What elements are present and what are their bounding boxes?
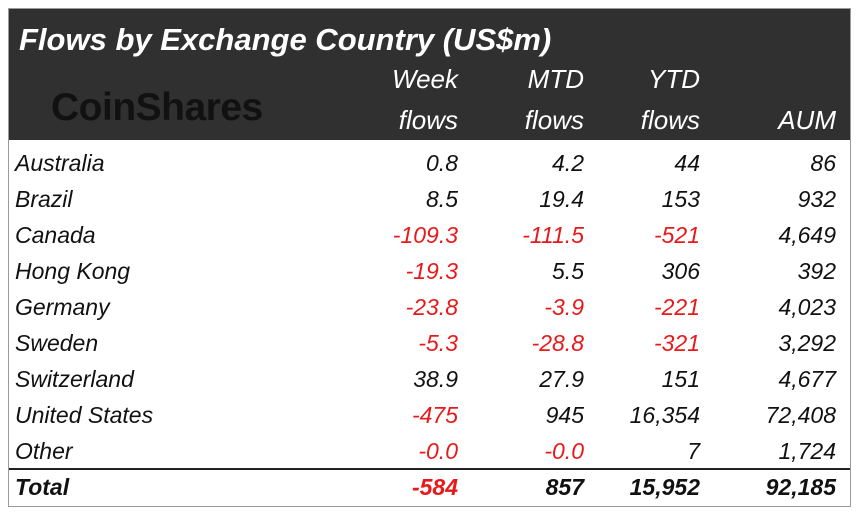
row-mtd-flows: -3.9 xyxy=(544,294,584,320)
table-row: Australia 0.8 4.2 44 86 xyxy=(9,145,850,181)
table-row: Canada -109.3 -111.5 -521 4,649 xyxy=(9,217,850,253)
row-country: Brazil xyxy=(15,186,73,212)
coinshares-logo: CoinShares xyxy=(51,86,263,129)
row-week-flows: 8.5 xyxy=(426,186,458,212)
row-week-flows: -109.3 xyxy=(392,222,458,248)
row-mtd-flows: 19.4 xyxy=(539,186,584,212)
row-aum: 1,724 xyxy=(778,438,836,464)
table-header: Flows by Exchange Country (US$m) CoinSha… xyxy=(9,9,850,140)
table-row: United States -475 945 16,354 72,408 xyxy=(9,397,850,433)
row-mtd-flows: -0.0 xyxy=(544,438,584,464)
col-mtd-header-line2: flows xyxy=(524,105,584,135)
col-week-header-line1: Week xyxy=(392,64,458,94)
row-ytd-flows: 151 xyxy=(661,366,700,392)
row-aum: 86 xyxy=(810,150,836,176)
table-row: Germany -23.8 -3.9 -221 4,023 xyxy=(9,289,850,325)
row-ytd-flows: -221 xyxy=(653,294,700,320)
col-ytd-header-line2: flows xyxy=(640,105,700,135)
flows-table-card: Flows by Exchange Country (US$m) CoinSha… xyxy=(8,8,851,507)
table-row: Switzerland 38.9 27.9 151 4,677 xyxy=(9,361,850,397)
row-country: Germany xyxy=(15,294,110,320)
row-week-flows: -23.8 xyxy=(405,294,458,320)
table-row: Brazil 8.5 19.4 153 932 xyxy=(9,181,850,217)
row-ytd-flows: 44 xyxy=(674,150,700,176)
row-country: Other xyxy=(15,438,73,464)
row-aum: 4,649 xyxy=(778,222,836,248)
table-row: Sweden -5.3 -28.8 -321 3,292 xyxy=(9,325,850,361)
row-aum: 4,023 xyxy=(778,294,836,320)
col-ytd-header-line1: YTD xyxy=(648,64,700,94)
row-country: Sweden xyxy=(15,330,99,356)
row-week-flows: -0.0 xyxy=(418,438,458,464)
row-ytd-flows: 15,952 xyxy=(629,474,700,500)
table-title: Flows by Exchange Country (US$m) xyxy=(19,22,552,57)
row-country: Hong Kong xyxy=(15,258,131,284)
row-aum: 392 xyxy=(797,258,836,284)
row-week-flows: -5.3 xyxy=(418,330,458,356)
row-aum: 3,292 xyxy=(778,330,836,356)
table-row-total: Total -584 857 15,952 92,185 xyxy=(9,469,850,505)
row-ytd-flows: 16,354 xyxy=(629,402,700,428)
table-row: Other -0.0 -0.0 7 1,724 xyxy=(9,433,850,469)
row-ytd-flows: -521 xyxy=(653,222,700,248)
row-ytd-flows: 153 xyxy=(661,186,700,212)
row-mtd-flows: 4.2 xyxy=(552,150,584,176)
table-row: Hong Kong -19.3 5.5 306 392 xyxy=(9,253,850,289)
row-mtd-flows: -28.8 xyxy=(531,330,584,356)
row-ytd-flows: 306 xyxy=(661,258,700,284)
row-week-flows: -584 xyxy=(411,474,458,500)
col-week-header-line2: flows xyxy=(398,105,458,135)
row-aum: 72,408 xyxy=(765,402,836,428)
row-mtd-flows: 27.9 xyxy=(539,366,584,392)
row-mtd-flows: -111.5 xyxy=(522,222,584,248)
row-ytd-flows: 7 xyxy=(687,438,700,464)
row-country: United States xyxy=(15,402,154,428)
row-week-flows: 0.8 xyxy=(426,150,458,176)
row-week-flows: -19.3 xyxy=(405,258,458,284)
row-week-flows: 38.9 xyxy=(413,366,458,392)
col-mtd-header-line1: MTD xyxy=(527,64,584,94)
row-country: Switzerland xyxy=(15,366,134,392)
row-mtd-flows: 857 xyxy=(545,474,584,500)
row-aum: 92,185 xyxy=(765,474,836,500)
row-aum: 932 xyxy=(797,186,836,212)
row-ytd-flows: -321 xyxy=(653,330,700,356)
row-aum: 4,677 xyxy=(778,366,836,392)
row-country: Australia xyxy=(15,150,105,176)
row-country: Canada xyxy=(15,222,96,248)
row-week-flows: -475 xyxy=(411,402,458,428)
row-mtd-flows: 5.5 xyxy=(552,258,584,284)
row-mtd-flows: 945 xyxy=(545,402,584,428)
row-country: Total xyxy=(15,474,70,500)
col-aum-header-line2: AUM xyxy=(778,105,836,135)
total-divider xyxy=(9,468,850,470)
